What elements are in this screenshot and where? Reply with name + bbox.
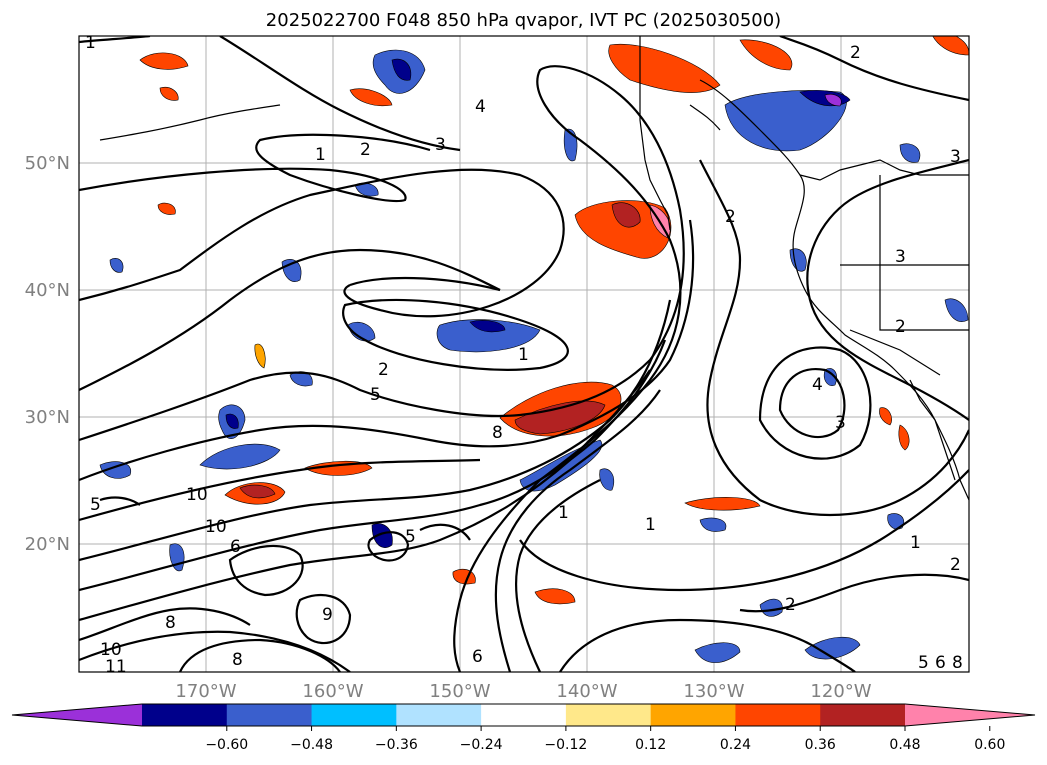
- contour-label: 1: [645, 515, 656, 535]
- contour-label: 8: [492, 423, 503, 443]
- lon-label-140w: 140°W: [556, 681, 617, 702]
- lat-label-50n: 50°N: [25, 153, 70, 174]
- lat-label-30n: 30°N: [25, 407, 70, 428]
- contour-labels: 1 2 3 4 2 1 2 3 1 2 5 8 10 10 6 5 8 9 10…: [85, 33, 963, 677]
- colorbar-ticks: −0.60 −0.48 −0.36 −0.24 −0.12 0.12 0.24 0.36 0.4…: [205, 726, 1005, 753]
- longitude-labels: 170°W 160°W 150°W 140°W 130°W 120°W: [175, 681, 871, 702]
- colorbar-tick-label: 0.12: [635, 737, 666, 753]
- colorbar-bin: [311, 704, 397, 726]
- contour-label: 2: [360, 140, 371, 160]
- lon-label-130w: 130°W: [683, 681, 744, 702]
- latitude-labels: 50°N 40°N 30°N 20°N: [25, 153, 70, 555]
- contour-label: 10: [100, 640, 122, 660]
- contour-label: 4: [812, 375, 823, 395]
- lat-label-40n: 40°N: [25, 280, 70, 301]
- colorbar-bin: [735, 704, 821, 726]
- colorbar-tick-label: −0.60: [205, 737, 248, 753]
- contour-label: 1: [910, 533, 921, 553]
- ivt-contours: [79, 36, 969, 672]
- contour-label: 1: [558, 503, 569, 523]
- colorbar-tick-label: 0.60: [974, 737, 1005, 753]
- map-panel: 1 2 3 4 2 1 2 3 1 2 5 8 10 10 6 5 8 9 10…: [79, 33, 969, 677]
- contour-label: 2: [725, 207, 736, 227]
- colorbar-bin: [481, 704, 567, 726]
- colorbar-extend-max: [905, 704, 1035, 726]
- contour-label: 8: [165, 613, 176, 633]
- lon-label-160w: 160°W: [302, 681, 363, 702]
- contour-label: 6: [935, 653, 946, 673]
- colorbar-bin: [142, 704, 228, 726]
- contour-label: 4: [475, 97, 486, 117]
- lon-label-170w: 170°W: [175, 681, 236, 702]
- contour-label: 3: [895, 247, 906, 267]
- contour-label: 2: [850, 43, 861, 63]
- contour-label: 5: [370, 385, 381, 405]
- map-frame: [78, 35, 970, 673]
- contour-label: 2: [378, 360, 389, 380]
- contour-label: 1: [85, 33, 96, 53]
- lon-label-120w: 120°W: [810, 681, 871, 702]
- colorbar-bin: [226, 704, 313, 726]
- colorbar-bin: [565, 704, 652, 726]
- colorbar-tick-label: 0.48: [889, 737, 920, 753]
- colorbar-bin: [650, 704, 736, 726]
- contour-label: 9: [322, 605, 333, 625]
- contour-label: 10: [205, 517, 227, 537]
- contour-label: 5: [918, 653, 929, 673]
- contour-label: 6: [230, 537, 241, 557]
- contour-label: 10: [186, 485, 208, 505]
- colorbar-tick-label: −0.24: [460, 737, 503, 753]
- colorbar-tick-label: −0.12: [544, 737, 587, 753]
- colorbar-bin: [820, 704, 906, 726]
- gridlines: [79, 36, 969, 672]
- contour-label: 8: [952, 653, 963, 673]
- colorbar-tick-label: 0.36: [805, 737, 836, 753]
- contour-label: 3: [950, 147, 961, 167]
- contour-label: 6: [472, 647, 483, 667]
- contour-label: 8: [232, 650, 243, 670]
- contour-label: 3: [835, 413, 846, 433]
- contour-label: 2: [895, 317, 906, 337]
- contour-label: 5: [405, 527, 416, 547]
- colorbar: [11, 703, 1036, 727]
- contour-label: 3: [435, 135, 446, 155]
- map-title: 2025022700 F048 850 hPa qvapor, IVT PC (…: [265, 10, 782, 31]
- colorbar-bin: [396, 704, 482, 726]
- contour-label: 1: [315, 145, 326, 165]
- contour-label: 2: [950, 555, 961, 575]
- contour-label: 1: [518, 345, 529, 365]
- colorbar-outline: [11, 703, 1036, 727]
- colorbar-tick-label: −0.36: [375, 737, 418, 753]
- lon-label-150w: 150°W: [429, 681, 490, 702]
- contour-label: 5: [90, 495, 101, 515]
- coastlines: [99, 36, 969, 501]
- colorbar-extend-min: [12, 704, 142, 726]
- contour-label: 2: [785, 595, 796, 615]
- lat-label-20n: 20°N: [25, 534, 70, 555]
- colorbar-tick-label: 0.24: [720, 737, 751, 753]
- colorbar-tick-label: −0.48: [290, 737, 333, 753]
- contour-label: 11: [105, 657, 127, 677]
